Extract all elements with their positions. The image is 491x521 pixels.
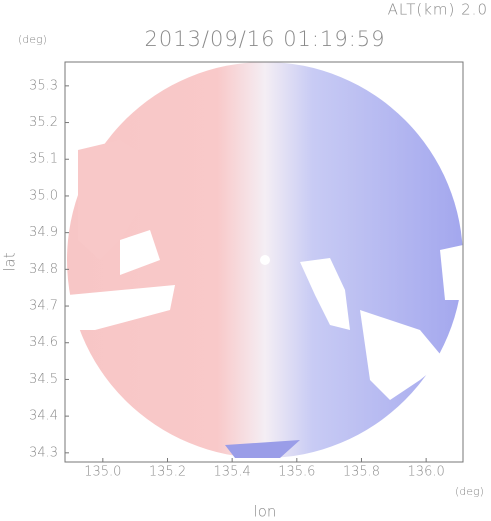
- x-tick-label: 135.8: [343, 465, 380, 480]
- plot-frame: [64, 61, 464, 463]
- y-tick-label: 35.2: [29, 115, 58, 130]
- y-unit: (deg): [18, 33, 47, 46]
- y-tick-label: 34.5: [29, 372, 58, 387]
- x-tick-label: 136.0: [408, 465, 445, 480]
- y-tick-label: 35.1: [29, 152, 58, 167]
- y-tick-label: 34.3: [29, 445, 58, 460]
- chart-title: 2013/09/16 01:19:59: [144, 27, 385, 51]
- x-tick-label: 135.6: [278, 465, 315, 480]
- subtitle: ALT(km) 2.0: [388, 1, 488, 19]
- y-tick-label: 34.6: [29, 335, 58, 350]
- y-tick-label: 35.0: [29, 188, 58, 203]
- y-tick-label: 34.4: [29, 409, 58, 424]
- x-axis-label: lon: [254, 503, 277, 521]
- y-tick-label: 34.8: [29, 262, 58, 277]
- x-tick-label: 135.4: [214, 465, 251, 480]
- x-tick-label: 135.2: [149, 465, 186, 480]
- y-tick-label: 34.7: [29, 299, 58, 314]
- x-unit: (deg): [455, 485, 484, 498]
- y-axis-label: lat: [1, 252, 19, 271]
- x-tick-label: 135.0: [84, 465, 121, 480]
- velocity-field: [67, 62, 463, 458]
- y-tick-label: 34.9: [29, 225, 58, 240]
- y-tick-label: 35.3: [29, 78, 58, 93]
